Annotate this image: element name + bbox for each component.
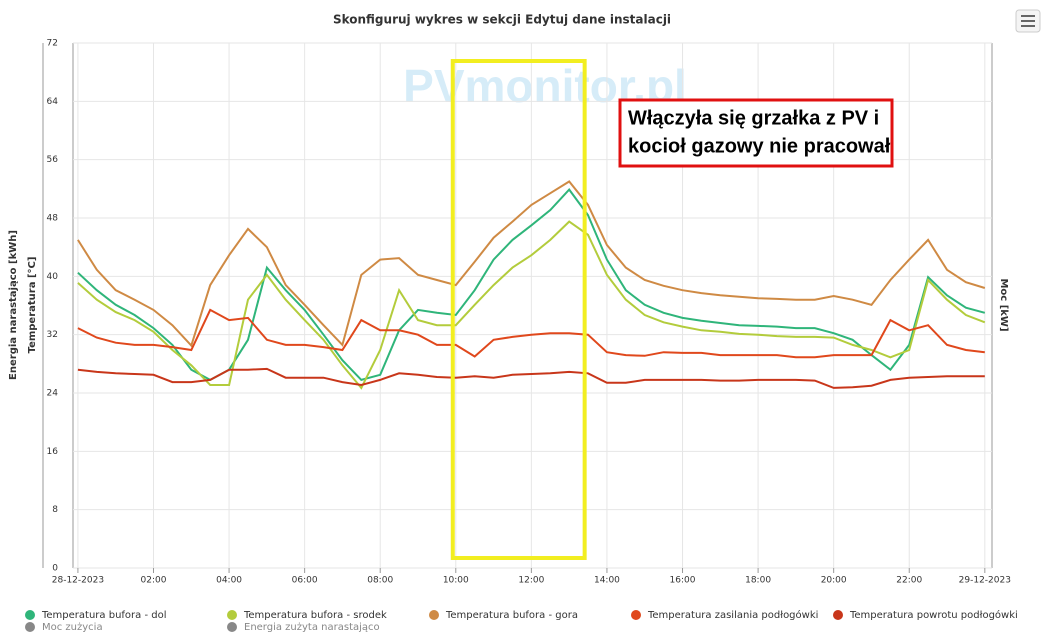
x-tick-label: 04:00 <box>216 576 242 586</box>
y-tick-label: 40 <box>47 272 59 282</box>
y-tick-label: 48 <box>47 214 59 224</box>
y-tick-label: 24 <box>47 389 59 399</box>
y-axis-title: Energia narastająco [kWh] <box>8 230 19 380</box>
legend-label: Moc zużycia <box>42 622 103 633</box>
y-tick-label: 16 <box>47 447 59 457</box>
x-tick-label: 14:00 <box>594 576 620 586</box>
x-tick-label: 02:00 <box>141 576 167 586</box>
legend-marker <box>833 610 843 620</box>
legend-marker <box>631 610 641 620</box>
menu-icon <box>1021 20 1035 22</box>
chart-title: Skonfiguruj wykres w sekcji Edytuj dane … <box>333 13 671 27</box>
y-axis-title: Temperatura [°C] <box>27 257 38 354</box>
annotation-text: kocioł gazowy nie pracował <box>628 135 891 157</box>
series-line <box>77 180 986 348</box>
y-tick-label: 56 <box>47 155 59 165</box>
y-tick-label: 64 <box>47 97 59 107</box>
menu-button[interactable] <box>1015 9 1041 33</box>
x-tick-label: 12:00 <box>518 576 544 586</box>
legend-item[interactable]: Temperatura bufora - gora <box>429 610 578 621</box>
legend-item[interactable]: Temperatura powrotu podłogówki <box>833 609 1018 621</box>
legend-item[interactable]: Temperatura bufora - srodek <box>227 610 387 621</box>
legend-marker <box>227 610 237 620</box>
y-tick-label: 32 <box>47 330 58 340</box>
overlay: Włączyła się grzałka z PV i kocioł gazowy… <box>25 59 1018 633</box>
series-line <box>77 308 985 359</box>
menu-icon <box>1021 25 1035 27</box>
x-tick-label: 16:00 <box>670 576 696 586</box>
legend-label: Temperatura bufora - gora <box>445 610 578 621</box>
legend-label: Temperatura bufora - srodek <box>243 610 387 621</box>
y-tick-label: 8 <box>52 505 58 515</box>
legend-label: Temperatura bufora - dol <box>41 610 167 621</box>
x-tick-label: 10:00 <box>443 576 469 586</box>
legend-marker <box>25 622 35 632</box>
x-tick-label: 29-12-2023 <box>959 576 1011 586</box>
x-tick-label: 20:00 <box>821 576 847 586</box>
legend-marker <box>227 622 237 632</box>
legend-item[interactable]: Moc zużycia <box>25 622 103 633</box>
legend-label: Temperatura powrotu podłogówki <box>849 609 1018 621</box>
series-line <box>77 220 986 390</box>
legend-item[interactable]: Temperatura bufora - dol <box>25 610 167 621</box>
legend-marker <box>429 610 439 620</box>
legend-marker <box>25 610 35 620</box>
x-tick-label: 22:00 <box>896 576 922 586</box>
x-tick-label: 08:00 <box>367 576 393 586</box>
annotation-box <box>618 98 894 168</box>
y-tick-label: 0 <box>52 564 58 574</box>
highlight-box <box>450 59 587 560</box>
y2-axis-title: Moc [kW] <box>998 278 1009 331</box>
legend-label: Energia zużyta narastająco <box>244 622 380 633</box>
x-tick-label: 28-12-2023 <box>52 576 104 586</box>
x-tick-label: 18:00 <box>745 576 771 586</box>
y-tick-label: 72 <box>47 39 58 49</box>
series-line <box>77 367 985 389</box>
x-tick-label: 06:00 <box>292 576 318 586</box>
legend-item[interactable]: Temperatura zasilania podłogówki <box>631 609 818 621</box>
annotation-text: Włączyła się grzałka z PV i <box>628 107 879 129</box>
legend-label: Temperatura zasilania podłogówki <box>647 609 818 621</box>
menu-icon <box>1021 15 1035 17</box>
legend-item[interactable]: Energia zużyta narastająco <box>227 622 380 633</box>
